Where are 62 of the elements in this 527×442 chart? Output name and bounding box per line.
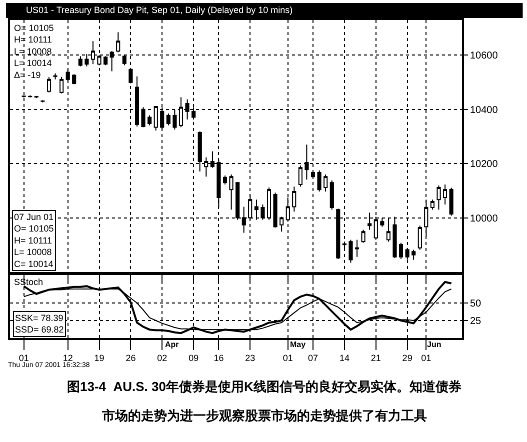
text: Jun (427, 340, 442, 349)
candlestick (72, 74, 76, 85)
x-tick-label: 01 (18, 352, 29, 363)
candlestick (436, 185, 441, 210)
candlestick (128, 68, 133, 84)
chart-title: US01 - Treasury Bond Day Pit, Sep 01, Daily (Delayed by 10 mins) (26, 5, 293, 15)
y-tick-label: 10600 (470, 50, 498, 62)
x-tick-label: 12 (62, 352, 73, 363)
candlestick (134, 76, 140, 127)
x-tick-label: 19 (94, 352, 104, 363)
annotation: 07 Jun 01 O= 10105 H= 10111 L= 10008 C= 10014 (14, 212, 54, 269)
candlestick (317, 170, 322, 192)
candlestick (229, 174, 234, 210)
candlestick (449, 187, 454, 216)
candlestick (280, 216, 284, 232)
candlestick (398, 242, 404, 260)
x-tick-label: 09 (188, 352, 199, 363)
x-tick-label: 14 (339, 352, 350, 363)
candlestick (40, 100, 45, 103)
candlestick (166, 112, 170, 126)
candlestick (154, 106, 158, 132)
x-tick-label: 26 (126, 352, 136, 363)
candlestick (361, 229, 366, 244)
text: Apr (165, 340, 179, 349)
x-tick-label: 21 (370, 352, 381, 363)
candlestick (46, 76, 52, 93)
caption: 图13-4 AU.S. 30年债券是使用K线图信号的良好交易实体。知道债券 (67, 379, 462, 394)
candlestick (324, 174, 328, 192)
y-tick-label: 50 (470, 298, 482, 310)
candlestick (348, 239, 353, 264)
text: 市场的走势为进一步观察股票市场的走势提供了有力工具 (101, 408, 427, 423)
candlestick (330, 180, 334, 210)
annotation: SStoch (14, 277, 44, 287)
y-tick-label: 10200 (470, 159, 498, 170)
candlestick (430, 199, 434, 210)
x-tick-label: 01 (282, 352, 293, 363)
candlestick (148, 114, 152, 126)
y-tick-label: 10000 (470, 213, 498, 224)
annotation: SSK= 78.39 SSD= 69.82 (15, 313, 64, 335)
y-tick-label: 10400 (470, 104, 498, 116)
text: May (290, 340, 306, 349)
candlestick (222, 175, 228, 185)
candlestick (78, 56, 82, 67)
candlestick (141, 106, 146, 128)
candlestick (34, 95, 38, 99)
candlestick (116, 32, 120, 53)
candlestick (60, 76, 64, 94)
y-tick-label: 25 (470, 316, 482, 327)
candlestick (53, 72, 58, 80)
candlestick (266, 186, 272, 220)
candlestick (442, 184, 448, 206)
x-tick-label: 07 (308, 352, 318, 363)
x-tick-label: 29 (402, 352, 412, 363)
candlestick (273, 192, 278, 228)
x-tick-label: 02 (157, 352, 168, 363)
candlestick (412, 249, 416, 260)
candlestick (292, 186, 296, 212)
x-tick-label: 01 (421, 352, 432, 363)
x-tick-label: 16 (214, 352, 224, 363)
x-tick-label: 23 (245, 352, 256, 363)
candlestick (354, 239, 360, 258)
candlestick (418, 225, 422, 250)
